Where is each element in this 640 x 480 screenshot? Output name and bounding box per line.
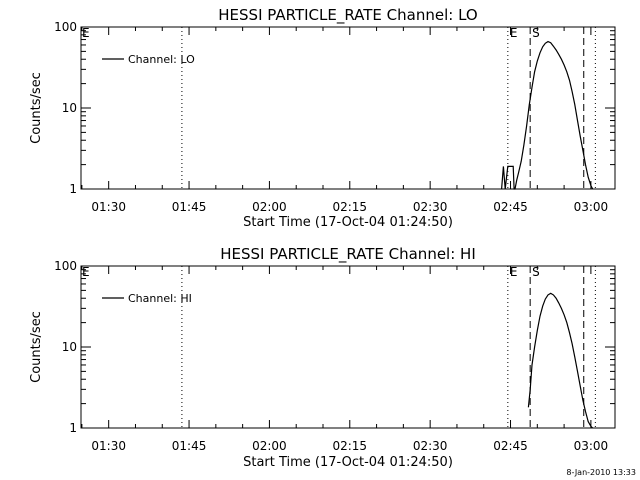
y-tick-label: 10 — [62, 101, 77, 115]
marker-label: S — [532, 26, 540, 40]
y-axis-label: Counts/sec — [29, 311, 44, 383]
y-tick-label: 100 — [54, 259, 77, 273]
timestamp: 8-Jan-2010 13:33 — [566, 468, 636, 477]
x-tick-label: 02:30 — [413, 200, 448, 214]
x-tick-label: 02:15 — [332, 439, 367, 453]
series-line — [501, 40, 594, 190]
legend-label: Channel: LO — [128, 53, 195, 66]
x-tick-label: 03:00 — [574, 200, 609, 214]
legend-label: Channel: HI — [128, 292, 192, 305]
x-tick-label: 02:15 — [332, 200, 367, 214]
marker-label: S — [532, 265, 540, 279]
x-axis: 01:30 01:45 02:00 02:15 02:30 02:45 03:00 — [81, 27, 609, 214]
x-tick-label: 01:30 — [91, 439, 126, 453]
chart-title: HESSI PARTICLE_RATE Channel: LO — [218, 6, 477, 25]
x-tick-label: 01:45 — [172, 439, 207, 453]
x-tick-label: 01:30 — [91, 200, 126, 214]
marker-label: E — [510, 26, 518, 40]
y-axis-label: Counts/sec — [29, 72, 44, 144]
y-axis: 1 10 100 — [54, 20, 615, 196]
x-tick-label: 01:45 — [172, 200, 207, 214]
y-tick-label: 1 — [69, 182, 77, 196]
x-tick-label: 02:30 — [413, 439, 448, 453]
y-tick-label: 100 — [54, 20, 77, 34]
x-axis: 01:30 01:45 02:00 02:15 02:30 02:45 03:00 — [81, 266, 609, 453]
series-line — [527, 292, 594, 429]
chart-panel-1: HESSI PARTICLE_RATE Channel: LO 01:30 01:4… — [29, 6, 616, 230]
x-axis-label: Start Time (17-Oct-04 01:24:50) — [243, 455, 453, 470]
legend: Channel: HI — [102, 292, 192, 305]
marker-label: E — [510, 265, 518, 279]
x-tick-label: 02:00 — [252, 439, 287, 453]
chart-title: HESSI PARTICLE_RATE Channel: HI — [220, 245, 476, 264]
marker-label: E — [82, 26, 90, 40]
x-tick-label: 02:45 — [493, 439, 528, 453]
y-axis: 1 10 100 — [54, 259, 615, 435]
charts-layer: HESSI PARTICLE_RATE Channel: LO 01:30 01:4… — [29, 6, 616, 470]
x-axis-label: Start Time (17-Oct-04 01:24:50) — [243, 215, 453, 230]
x-tick-label: 03:00 — [574, 439, 609, 453]
marker-label: E — [82, 265, 90, 279]
y-tick-label: 1 — [69, 421, 77, 435]
plot-frame — [80, 26, 616, 190]
x-tick-label: 02:00 — [252, 200, 287, 214]
x-tick-label: 02:45 — [493, 200, 528, 214]
chart-panel-2: HESSI PARTICLE_RATE Channel: HI 01:30 01:4… — [29, 245, 616, 470]
y-tick-label: 10 — [62, 340, 77, 354]
legend: Channel: LO — [102, 53, 195, 66]
